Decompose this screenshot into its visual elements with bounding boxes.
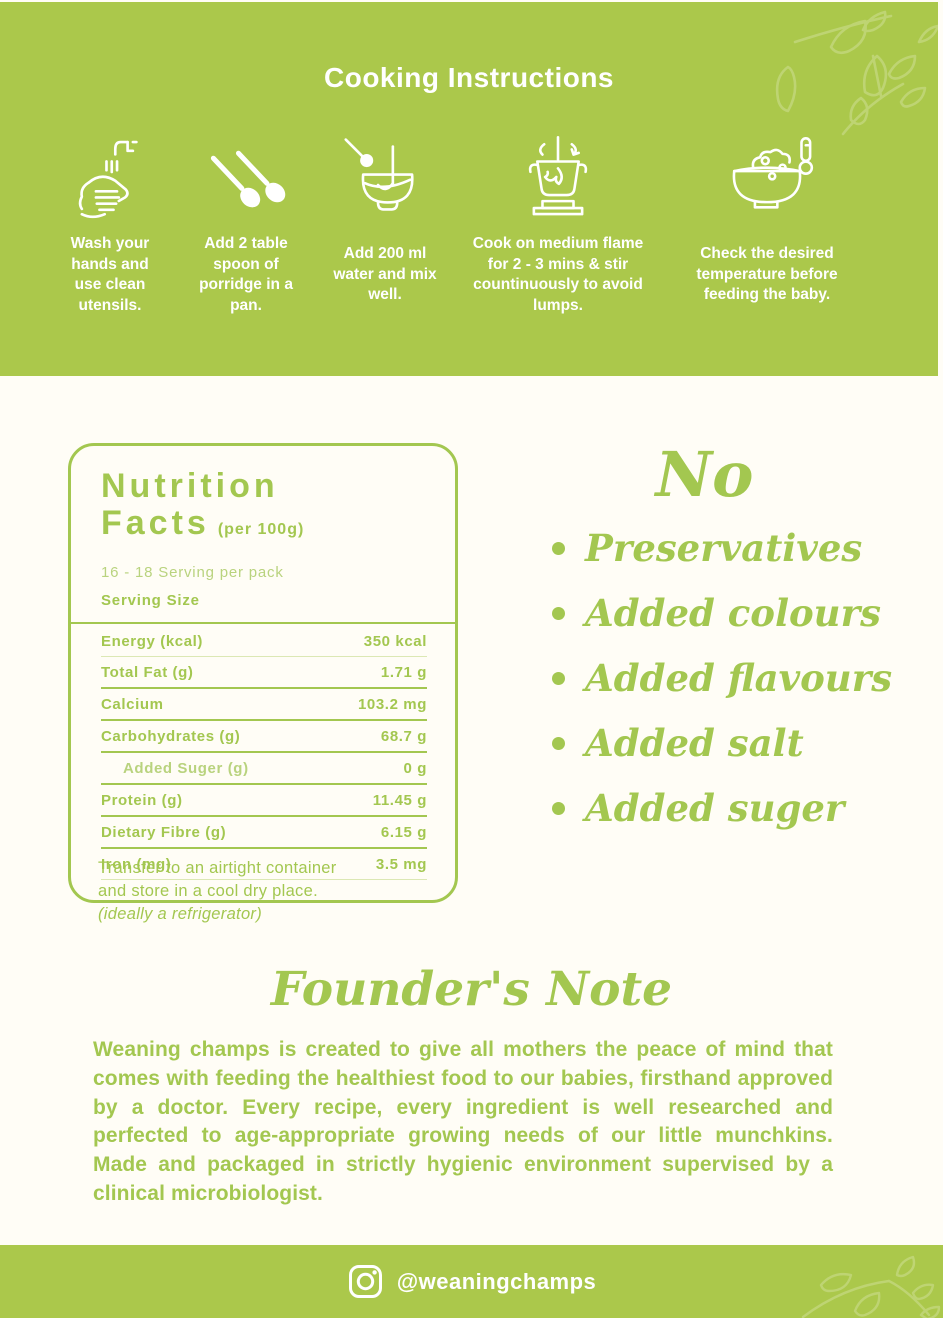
no-heading: No [655, 438, 754, 511]
step-caption: Cook on medium flame for 2 - 3 mins & st… [472, 235, 644, 314]
pot-flame-icon [508, 130, 608, 224]
table-row: Calcium 103.2 mg [101, 689, 427, 721]
step-caption: Add 2 table spoon of porridge in a pan. [199, 235, 293, 314]
nutrition-table: Energy (kcal) 350 kcal Total Fat (g) 1.7… [71, 624, 455, 880]
list-item-text: Added salt [585, 721, 804, 765]
row-value: 3.5 mg [375, 856, 427, 873]
cooking-step: Wash your hands and use clean utensils. [58, 130, 162, 318]
table-row: Dietary Fibre (g) 6.15 g [101, 817, 427, 849]
leaf-decoration [801, 1255, 941, 1318]
table-row: Total Fat (g) 1.71 g [101, 657, 427, 689]
row-label: Carbohydrates (g) [101, 728, 241, 745]
step-caption: Wash your hands and use clean utensils. [70, 235, 150, 314]
list-item: Preservatives [552, 524, 897, 572]
table-top-divider [71, 622, 455, 624]
list-item-text: Added colours [585, 591, 881, 635]
spoons-icon [200, 130, 292, 224]
cooking-step: Add 2 table spoon of porridge in a pan. [191, 130, 301, 318]
row-value: 11.45 g [372, 792, 427, 809]
row-label: Protein (g) [101, 792, 183, 809]
storage-note-line: (ideally a refrigerator) [98, 905, 263, 923]
instagram-icon [348, 1265, 382, 1298]
nutrition-title-line1: Nutrition [101, 467, 279, 505]
serving-size-label: Serving Size [101, 592, 200, 609]
row-label: Energy (kcal) [101, 633, 204, 650]
per-100g-note: (per 100g) [217, 521, 305, 538]
storage-note: Transfer to an airtight container and st… [98, 857, 337, 926]
list-item: Added suger [552, 784, 897, 832]
row-value: 350 kcal [363, 633, 427, 650]
cooking-steps: Wash your hands and use clean utensils. … [58, 130, 858, 318]
table-row: Energy (kcal) 350 kcal [101, 626, 427, 657]
servings-per-pack: 16 - 18 Serving per pack [101, 564, 284, 581]
cooking-step: Check the desired temperature before fee… [676, 130, 858, 318]
storage-note-line: and store in a cool dry place. [98, 882, 318, 900]
section-title: Cooking Instructions [324, 62, 614, 93]
bullet-dot [552, 736, 565, 750]
row-label: Calcium [101, 696, 164, 713]
row-label: Iron (mg) [101, 856, 172, 873]
bullet-dot [552, 541, 565, 555]
founders-note-body: Weaning champs is created to give all mo… [93, 1038, 833, 1205]
list-item: Added salt [552, 719, 897, 767]
row-value: 68.7 g [380, 728, 427, 745]
footer-bar: @weaningchamps [0, 1245, 943, 1318]
table-row: Added Suger (g) 0 g [101, 753, 427, 785]
list-item-text: Added flavours [585, 656, 893, 700]
nutrition-title: Nutrition Facts (per 100g) [101, 468, 425, 548]
wash-hands-icon [66, 130, 154, 224]
list-item-text: Preservatives [585, 526, 863, 570]
bullet-dot [552, 606, 565, 620]
list-item: Added flavours [552, 654, 897, 702]
list-item: Added colours [552, 589, 897, 637]
nutrition-title-line2: Facts [101, 504, 210, 542]
storage-note-line: Transfer to an airtight container [98, 859, 337, 877]
cooking-step: Add 200 ml water and mix well. [330, 130, 440, 318]
list-item-text: Added suger [585, 786, 845, 830]
step-caption: Add 200 ml water and mix well. [333, 245, 437, 304]
instagram-handle: @weaningchamps [396, 1268, 597, 1294]
founders-note-title: Founder's Note [270, 962, 673, 1017]
cooking-step: Cook on medium flame for 2 - 3 mins & st… [469, 130, 647, 318]
cooking-instructions-section: Cooking Instructions [0, 2, 938, 376]
no-claims-list: No Preservatives Added colours Added fla… [552, 440, 897, 849]
table-row: Iron (mg) 3.5 mg [101, 849, 427, 880]
row-value: 103.2 mg [357, 696, 427, 713]
bowl-mix-icon [337, 130, 433, 224]
row-label: Added Suger (g) [123, 760, 249, 777]
row-label: Dietary Fibre (g) [101, 824, 227, 841]
table-row: Protein (g) 11.45 g [101, 785, 427, 817]
row-value: 1.71 g [380, 664, 427, 681]
row-value: 6.15 g [380, 824, 427, 841]
bowl-thermometer-icon [717, 130, 817, 224]
row-label: Total Fat (g) [101, 664, 194, 681]
table-row: Carbohydrates (g) 68.7 g [101, 721, 427, 753]
step-caption: Check the desired temperature before fee… [696, 245, 838, 304]
nutrition-facts-panel: Nutrition Facts (per 100g) 16 - 18 Servin… [68, 443, 458, 903]
row-value: 0 g [403, 760, 427, 777]
bullet-dot [552, 671, 565, 685]
bullet-dot [552, 801, 565, 815]
